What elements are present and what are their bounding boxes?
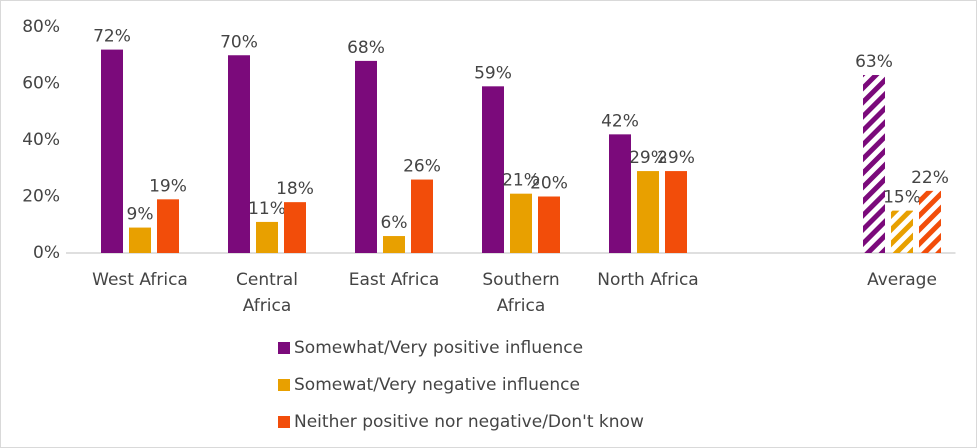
x-tick-label: West Africa (92, 270, 188, 290)
bar (510, 193, 532, 253)
bar (228, 55, 250, 253)
bar (482, 86, 504, 253)
x-tick-label-line: Central (236, 270, 298, 290)
x-tick-label-line: Africa (243, 296, 292, 316)
data-label: 29% (657, 148, 695, 168)
y-tick-label: 40% (22, 130, 60, 150)
bar (101, 49, 123, 253)
x-tick-label: North Africa (597, 270, 698, 290)
bar (284, 202, 306, 253)
bar (383, 236, 405, 253)
data-label: 22% (911, 168, 949, 188)
bar (129, 227, 151, 253)
data-label: 63% (855, 52, 893, 72)
data-label: 9% (127, 205, 154, 225)
x-tick-label-line: Southern (482, 270, 559, 290)
legend-swatch (278, 342, 290, 354)
bar (609, 134, 631, 253)
data-label: 19% (149, 176, 187, 196)
data-label: 29% (629, 148, 667, 168)
legend-swatch (278, 379, 290, 391)
x-tick-label: East Africa (349, 270, 440, 290)
data-label: 6% (381, 213, 408, 233)
y-tick-label: 0% (33, 243, 60, 263)
bar (157, 199, 179, 253)
data-label: 26% (403, 157, 441, 177)
bar (665, 171, 687, 253)
bar (411, 179, 433, 253)
legend-swatch (278, 416, 290, 428)
y-tick-label: 80% (22, 17, 60, 37)
data-label: 15% (883, 188, 921, 208)
x-tick-label: Central Africa (236, 270, 298, 316)
data-label: 18% (276, 179, 314, 199)
y-tick-label: 20% (22, 187, 60, 207)
data-label: 11% (248, 199, 286, 219)
bar (256, 221, 278, 253)
data-label: 21% (502, 171, 540, 191)
legend-label: Somewat/Very negative influence (294, 375, 580, 395)
data-label: 59% (474, 63, 512, 83)
x-tick-label: Average (867, 270, 937, 290)
bar (538, 196, 560, 253)
x-tick-label-line: Africa (497, 296, 546, 316)
data-label: 68% (347, 38, 385, 58)
data-label: 72% (93, 27, 131, 47)
legend-label: Neither positive nor negative/Don't know (294, 412, 644, 432)
x-tick-label: Southern Africa (482, 270, 559, 316)
bar (891, 210, 913, 253)
data-label: 20% (530, 174, 568, 194)
y-tick-label: 60% (22, 74, 60, 94)
bar (919, 190, 941, 253)
data-label: 70% (220, 32, 258, 52)
legend-label: Somewhat/Very positive influence (294, 338, 583, 358)
bar (355, 60, 377, 254)
bar (863, 75, 885, 254)
bar (637, 171, 659, 253)
data-label: 42% (601, 111, 639, 131)
